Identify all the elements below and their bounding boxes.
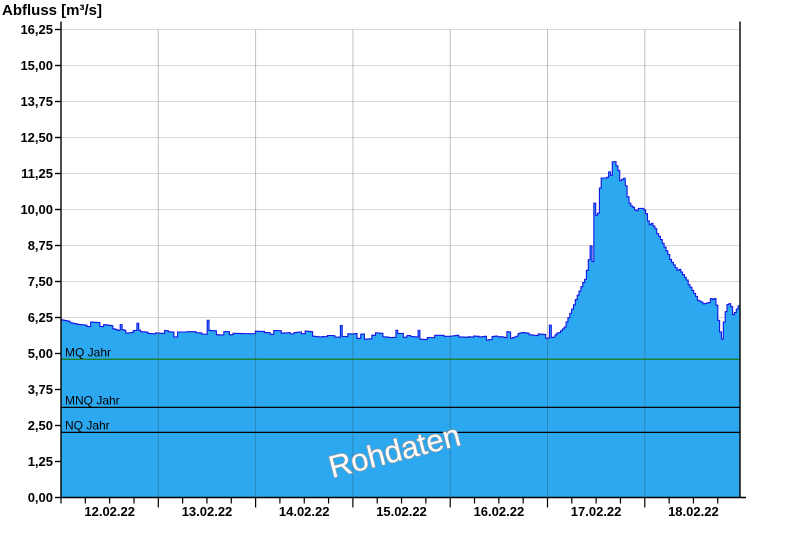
svg-text:NQ Jahr: NQ Jahr	[65, 418, 110, 432]
svg-text:MNQ Jahr: MNQ Jahr	[65, 393, 120, 407]
svg-text:MQ Jahr: MQ Jahr	[65, 345, 111, 359]
